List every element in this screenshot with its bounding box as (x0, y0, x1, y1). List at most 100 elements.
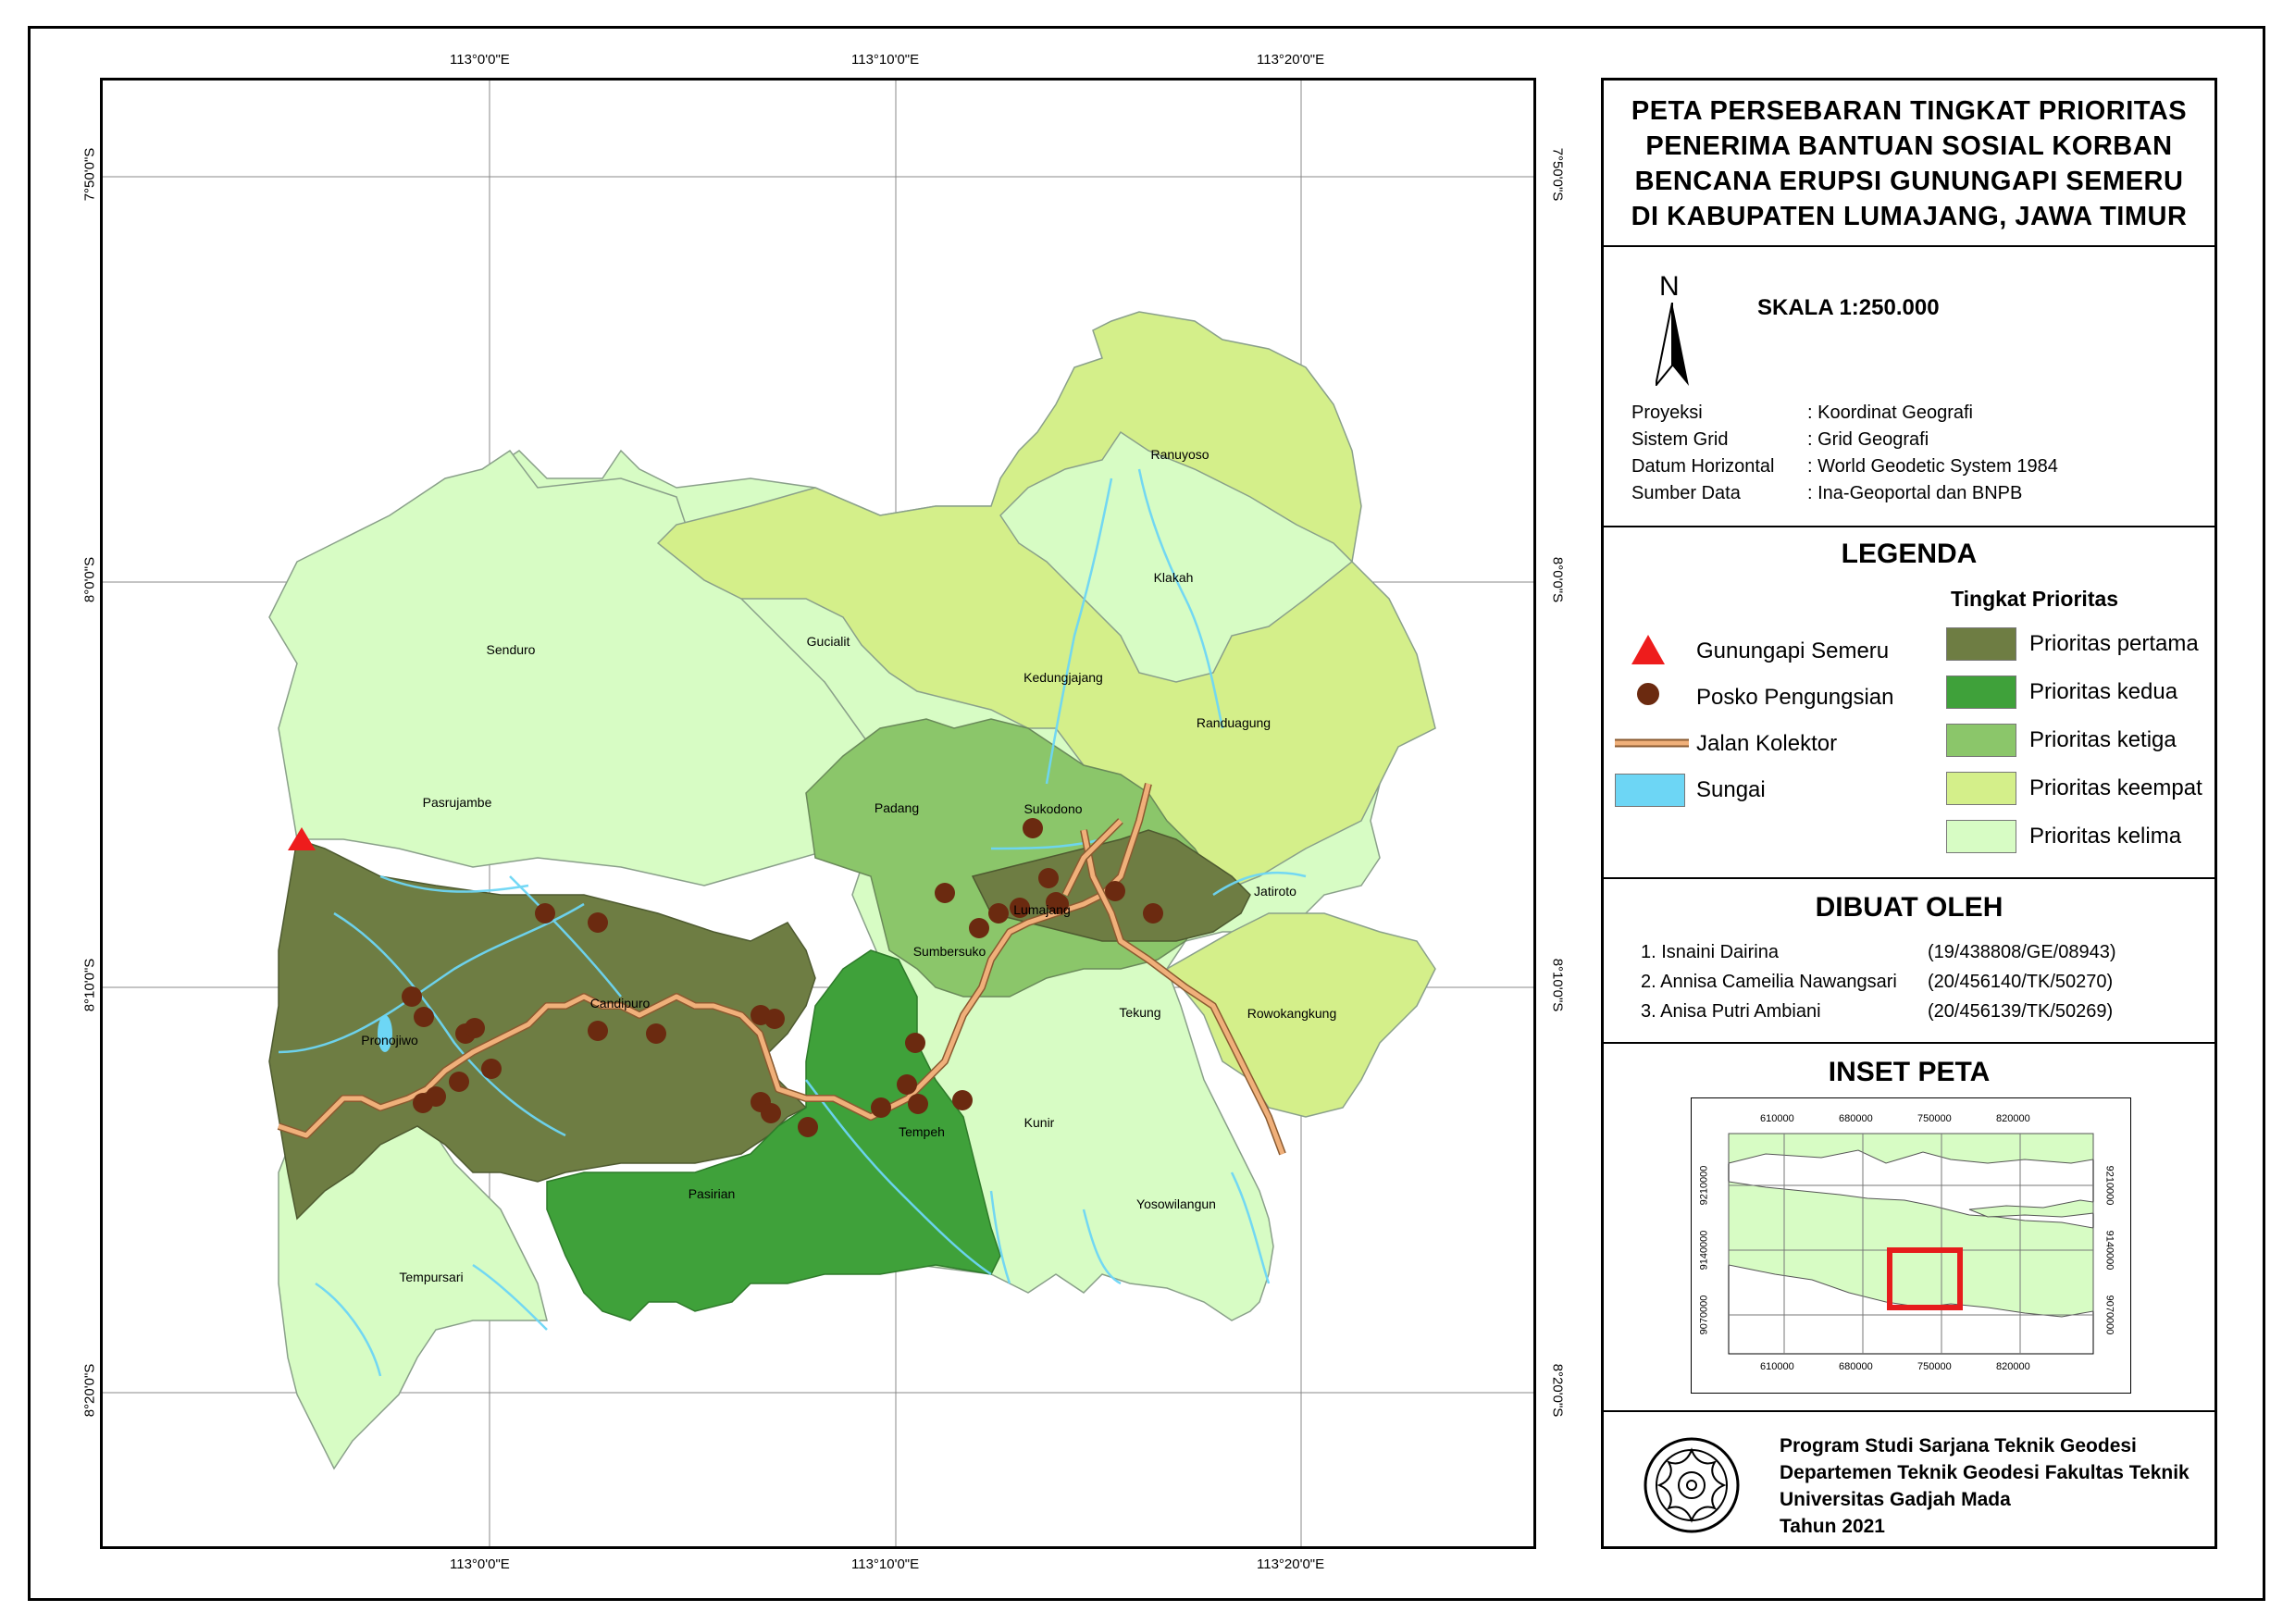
meta-label: Proyeksi (1631, 403, 1703, 423)
inset-y-tick: 9070000 (1698, 1295, 1710, 1335)
legend-subheading: Tingkat Prioritas (1951, 587, 2119, 611)
place-yosowilangun: Yosowilangun (1136, 1196, 1216, 1211)
inset-y-tick: 9070000 (2103, 1295, 2115, 1335)
place-pasirian: Pasirian (688, 1186, 736, 1201)
inset-x-tick: 610000 (1760, 1361, 1794, 1372)
region-senduro-pasrujambe (268, 449, 918, 886)
grid-left-label: 7°50'0"S (81, 147, 98, 202)
class-label: Prioritas keempat (2029, 775, 2202, 800)
place-ranuyoso: Ranuyoso (1150, 447, 1210, 462)
class-swatch (1946, 820, 2016, 853)
title-line: PETA PERSEBARAN TINGKAT PRIORITAS (1631, 96, 2188, 126)
footer-line: Universitas Gadjah Mada (1780, 1489, 2011, 1510)
inset-extent-box (1887, 1247, 1963, 1310)
meta-label: Sumber Data (1631, 483, 1741, 503)
inset-y-tick: 9210000 (1698, 1165, 1710, 1206)
meta-row: Datum Horizontal : World Geodetic System… (1631, 456, 2058, 477)
inset-x-tick: 750000 (1917, 1361, 1952, 1372)
place-kunir: Kunir (1023, 1115, 1055, 1130)
legend-heading: LEGENDA (1841, 539, 1978, 569)
place-randuagung: Randuagung (1196, 715, 1272, 730)
title-line: PENERIMA BANTUAN SOSIAL KORBAN (1645, 131, 2173, 161)
meta-value: : World Geodetic System 1984 (1807, 456, 2058, 477)
author-id: (19/438808/GE/08943) (1928, 942, 2116, 962)
north-letter: N (1659, 271, 1680, 302)
volcano-marker (288, 827, 316, 850)
inset-x-tick: 680000 (1839, 1113, 1873, 1124)
region-prioritas-keempat-south (1165, 912, 1436, 1118)
inset-map[interactable]: 610000 680000 750000 820000 610000 68000… (1691, 1097, 2131, 1394)
place-kedungjajang: Kedungjajang (1023, 670, 1103, 685)
scale-section: N SKALA 1:250.000 Proyeksi : Koordinat G… (1604, 247, 2214, 527)
legend-section: LEGENDA Tingkat Prioritas Gunungapi Seme… (1604, 527, 2214, 879)
grid-bottom-label: 113°10'0"E (851, 1556, 920, 1572)
author-name: 2. Annisa Cameilia Nawangsari (1641, 972, 1897, 992)
meta-row: Proyeksi : Koordinat Geografi (1631, 403, 1973, 424)
inset-y-tick: 9210000 (2103, 1165, 2115, 1206)
class-label: Prioritas kelima (2029, 824, 2182, 849)
inset-x-tick: 820000 (1996, 1361, 2030, 1372)
made-by-heading: DIBUAT OLEH (1815, 892, 2003, 923)
region-prioritas-keempat-north (656, 311, 1436, 896)
place-tempursari: Tempursari (399, 1270, 464, 1284)
grid-left-label: 8°20'0"S (81, 1363, 98, 1418)
legend-label: Jalan Kolektor (1696, 731, 1838, 756)
place-padang: Padang (874, 800, 920, 815)
grid-bottom-label: 113°20'0"E (1257, 1556, 1325, 1572)
grid-bottom-label: 113°0'0"E (450, 1556, 510, 1572)
author-name: 1. Isnaini Dairina (1641, 942, 1779, 962)
river-swatch (1615, 774, 1685, 807)
inset-y-tick: 9140000 (1698, 1230, 1710, 1271)
inset-x-tick: 820000 (1996, 1113, 2030, 1124)
grid-top-label: 113°10'0"E (851, 52, 920, 68)
university-logo-icon (1644, 1437, 1740, 1533)
grid-right-label: 7°50'0"S (1549, 147, 1566, 202)
author-id: (20/456139/TK/50269) (1928, 1001, 2114, 1022)
legend-label: Gunungapi Semeru (1696, 638, 1890, 663)
meta-label: Sistem Grid (1631, 429, 1729, 450)
inset-map-canvas (1728, 1133, 2094, 1355)
north-arrow-icon (1656, 303, 1689, 386)
grid-top-label: 113°0'0"E (450, 52, 510, 68)
place-sukodono: Sukodono (1023, 801, 1083, 816)
class-label: Prioritas ketiga (2029, 727, 2177, 752)
place-klakah: Klakah (1153, 570, 1194, 585)
place-tekung: Tekung (1119, 1005, 1161, 1020)
footer-section: Program Studi Sarjana Teknik Geodesi Dep… (1604, 1412, 2214, 1546)
inset-x-tick: 750000 (1917, 1113, 1952, 1124)
meta-label: Datum Horizontal (1631, 456, 1775, 477)
legend-label: Sungai (1696, 777, 1766, 802)
title-line: DI KABUPATEN LUMAJANG, JAWA TIMUR (1631, 202, 2188, 231)
footer-line: Departemen Teknik Geodesi Fakultas Tekni… (1780, 1462, 2190, 1483)
road-icon (1615, 738, 1689, 748)
place-senduro: Senduro (486, 642, 536, 657)
title-line: BENCANA ERUPSI GUNUNGAPI SEMERU (1634, 167, 2184, 196)
meta-row: Sistem Grid : Grid Geografi (1631, 429, 1929, 451)
title-section: PETA PERSEBARAN TINGKAT PRIORITAS PENERI… (1604, 81, 2214, 247)
volcano-icon (1631, 635, 1665, 664)
place-tempeh: Tempeh (899, 1124, 945, 1139)
author-name: 3. Anisa Putri Ambiani (1641, 1001, 1821, 1022)
place-lumajang: Lumajang (1013, 902, 1071, 917)
page-border (28, 26, 2265, 1601)
inset-y-tick: 9140000 (2103, 1230, 2115, 1271)
place-rowokangkung: Rowokangkung (1247, 1006, 1337, 1021)
grid-left-label: 8°0'0"S (81, 556, 98, 603)
place-gucialit: Gucialit (806, 634, 850, 649)
region-prioritas-pertama-west (268, 838, 816, 1221)
class-swatch (1946, 724, 2016, 757)
place-candipuro: Candipuro (589, 996, 651, 1010)
meta-row: Sumber Data : Ina-Geoportal dan BNPB (1631, 483, 2022, 504)
footer-line: Tahun 2021 (1780, 1516, 1885, 1537)
map-title: PETA PERSEBARAN TINGKAT PRIORITAS PENERI… (1604, 81, 2214, 234)
inset-heading: INSET PETA (1828, 1057, 1991, 1087)
grid-top-label: 113°20'0"E (1257, 52, 1325, 68)
place-sumbersuko: Sumbersuko (912, 944, 986, 959)
footer-line: Program Studi Sarjana Teknik Geodesi (1780, 1435, 2137, 1457)
map-frame[interactable]: Ranuyoso Klakah Gucialit Senduro Kedungj… (100, 78, 1536, 1549)
class-label: Prioritas kedua (2029, 679, 2178, 704)
posko-icon (1637, 683, 1659, 705)
class-swatch (1946, 772, 2016, 805)
rivers (278, 468, 1307, 1377)
grid-right-label: 8°0'0"S (1549, 556, 1566, 603)
